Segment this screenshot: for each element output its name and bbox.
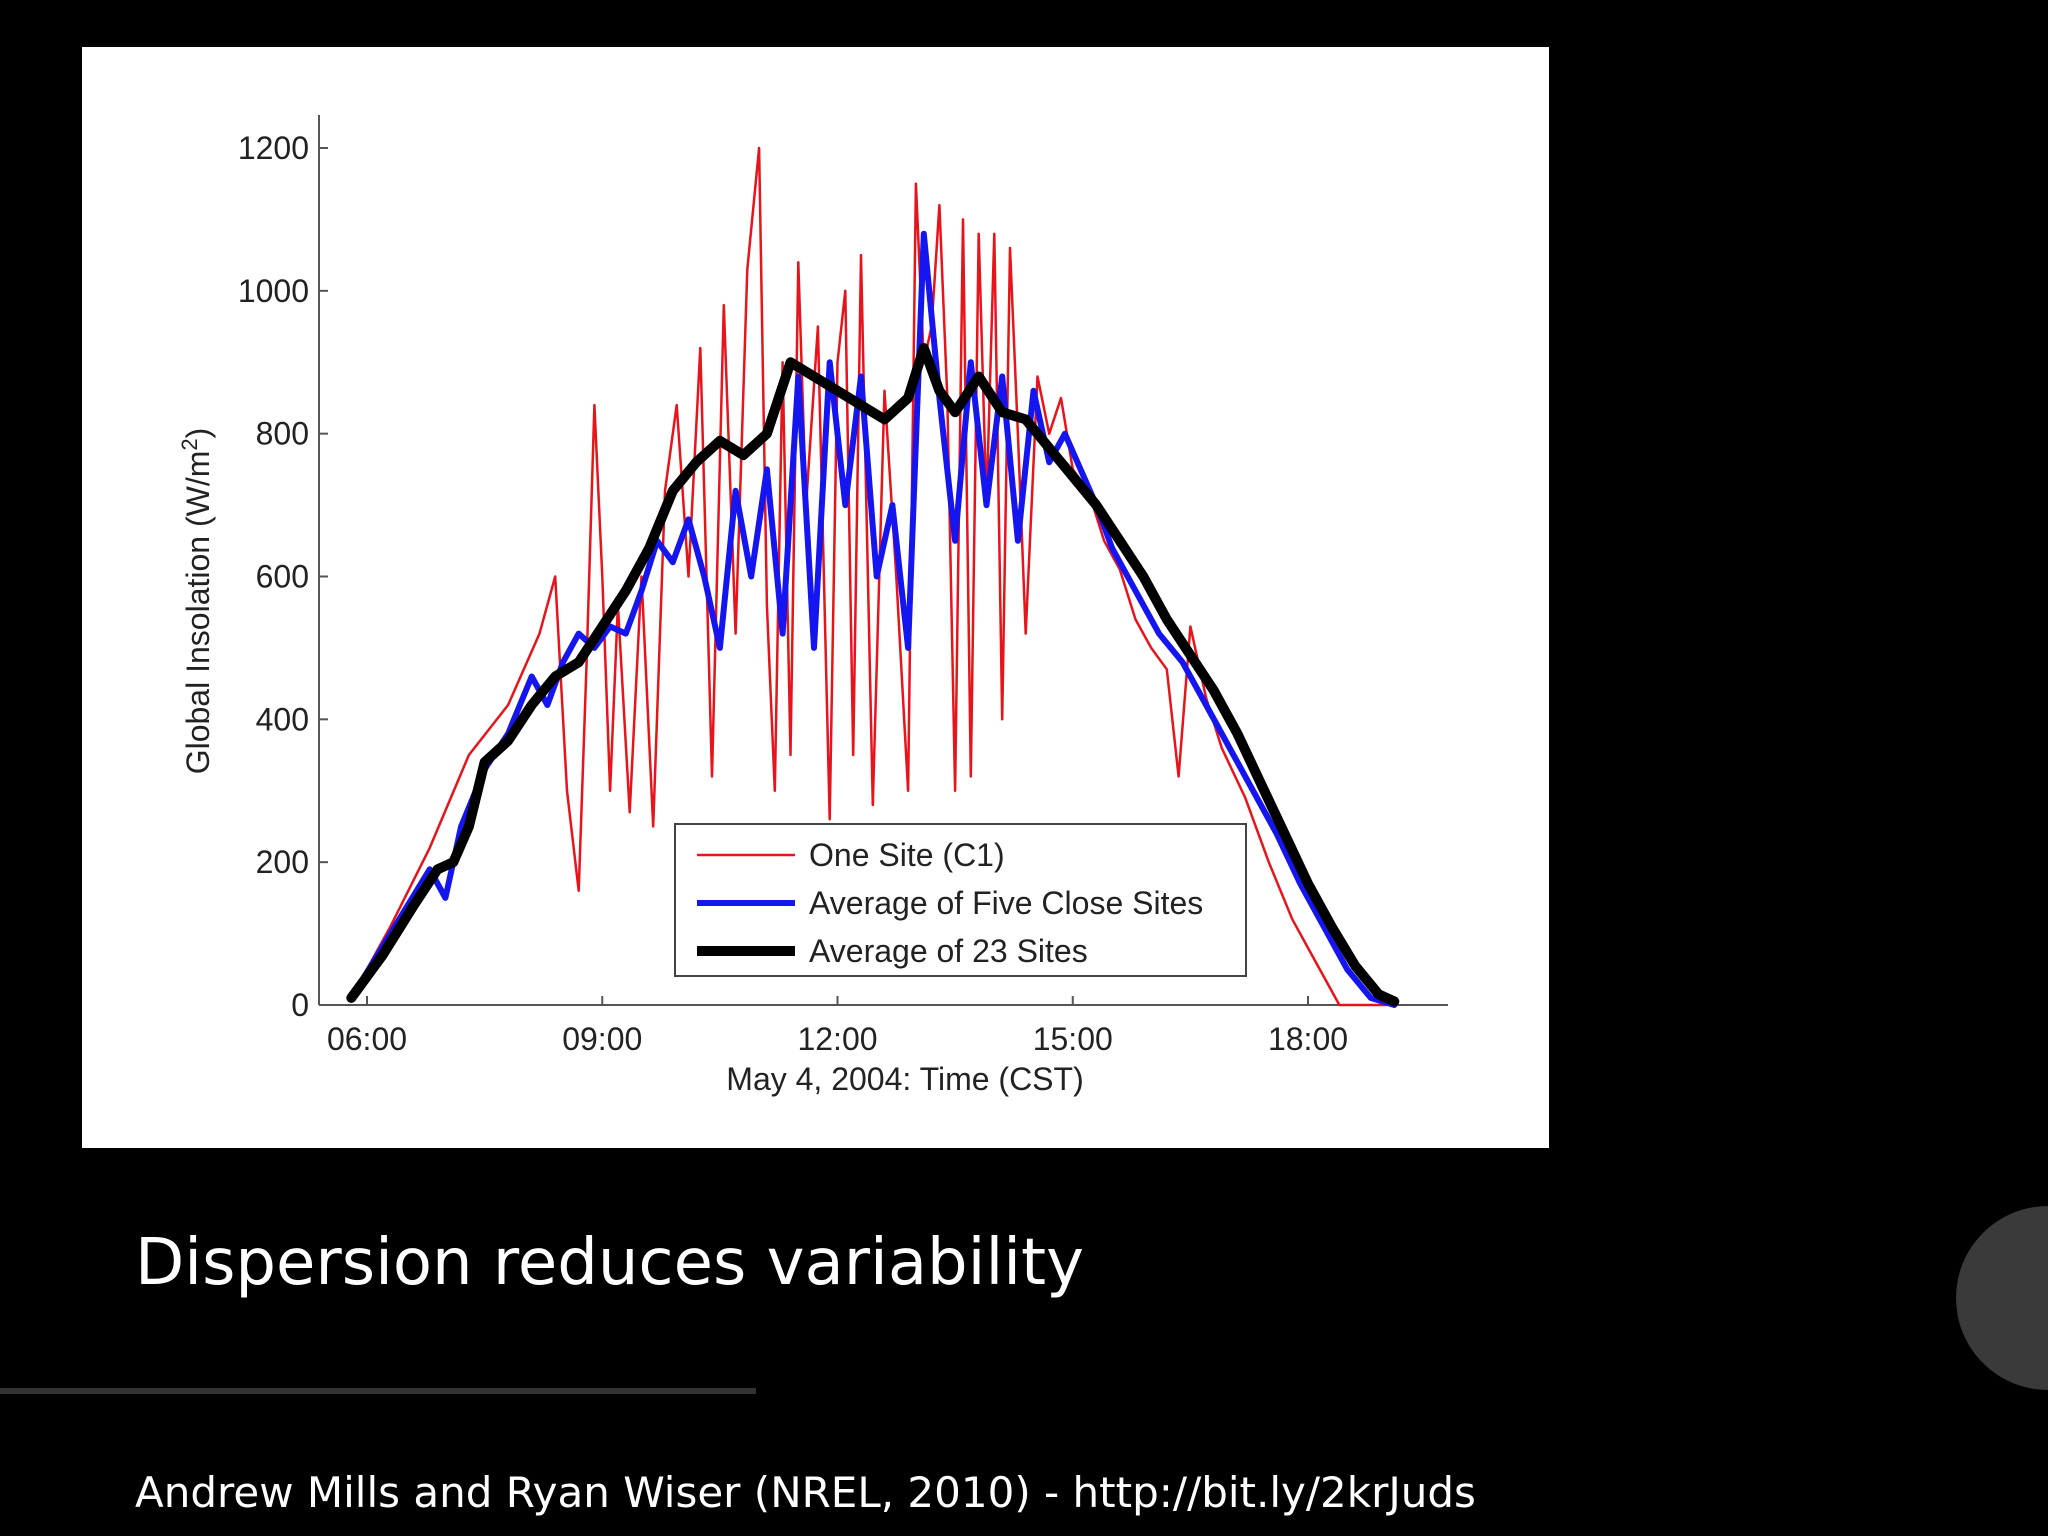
series-line-one-site [350, 146, 1388, 1007]
y-tick-label: 800 [256, 416, 309, 452]
y-axis-title: Global Insolation (W/m2) [177, 428, 216, 775]
slide-nav-circle[interactable] [1956, 1206, 2048, 1390]
x-axis-title: May 4, 2004: Time (CST) [726, 1061, 1083, 1097]
x-tick-label: 15:00 [1033, 1021, 1113, 1057]
y-tick-label: 1000 [238, 273, 309, 309]
series-line-23-sites [346, 343, 1400, 1007]
y-tick-label: 0 [291, 987, 309, 1023]
legend-entry-five-sites: Average of Five Close Sites [809, 885, 1203, 921]
slide-title: Dispersion reduces variability [135, 1226, 1084, 1300]
y-tick-label: 600 [256, 559, 309, 595]
x-tick-label: 18:00 [1268, 1021, 1348, 1057]
slide-citation: Andrew Mills and Ryan Wiser (NREL, 2010)… [135, 1468, 1476, 1517]
legend-entry-one-site: One Site (C1) [809, 837, 1005, 873]
title-divider [0, 1388, 756, 1394]
x-tick-label: 09:00 [562, 1021, 642, 1057]
legend-entry-23-sites: Average of 23 Sites [809, 933, 1088, 969]
chart-svg: 0 200 400 600 800 1000 1200 06:00 09:00 12:00 15:0… [177, 115, 1448, 1097]
series-line-five-sites [348, 230, 1398, 1008]
x-tick-label: 06:00 [327, 1021, 407, 1057]
x-tick-label: 12:00 [797, 1021, 877, 1057]
chart-panel: 0 200 400 600 800 1000 1200 06:00 09:00 12:00 15:0… [82, 47, 1549, 1148]
y-tick-label: 200 [256, 844, 309, 880]
y-tick-label: 1200 [238, 130, 309, 166]
y-tick-label: 400 [256, 701, 309, 737]
